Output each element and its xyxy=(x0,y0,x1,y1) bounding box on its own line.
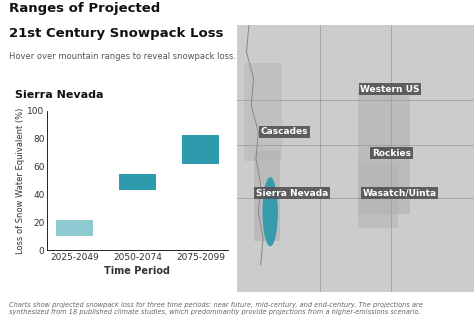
Text: Rockies: Rockies xyxy=(372,149,411,158)
Text: 21st Century Snowpack Loss: 21st Century Snowpack Loss xyxy=(9,27,224,40)
Text: Charts show projected snowpack loss for three time periods: near future, mid-cen: Charts show projected snowpack loss for … xyxy=(9,302,423,315)
Bar xyxy=(182,135,219,164)
Text: Sierra Nevada: Sierra Nevada xyxy=(15,90,103,100)
Text: Western US: Western US xyxy=(360,85,420,94)
Text: Sierra Nevada: Sierra Nevada xyxy=(256,189,328,197)
Text: Hover over mountain ranges to reveal snowpack loss.: Hover over mountain ranges to reveal sno… xyxy=(9,52,237,61)
Bar xyxy=(55,220,93,236)
Bar xyxy=(118,174,156,191)
Text: Wasatch/Uinta: Wasatch/Uinta xyxy=(363,189,437,197)
FancyBboxPatch shape xyxy=(244,63,282,161)
FancyBboxPatch shape xyxy=(358,89,410,214)
FancyBboxPatch shape xyxy=(358,164,398,228)
Ellipse shape xyxy=(263,177,278,246)
Y-axis label: Loss of Snow Water Equivalent (%): Loss of Snow Water Equivalent (%) xyxy=(16,107,25,254)
Text: Ranges of Projected: Ranges of Projected xyxy=(9,2,161,15)
Text: Cascades: Cascades xyxy=(261,127,308,136)
X-axis label: Time Period: Time Period xyxy=(104,266,171,276)
FancyBboxPatch shape xyxy=(237,25,474,292)
FancyBboxPatch shape xyxy=(254,151,280,241)
